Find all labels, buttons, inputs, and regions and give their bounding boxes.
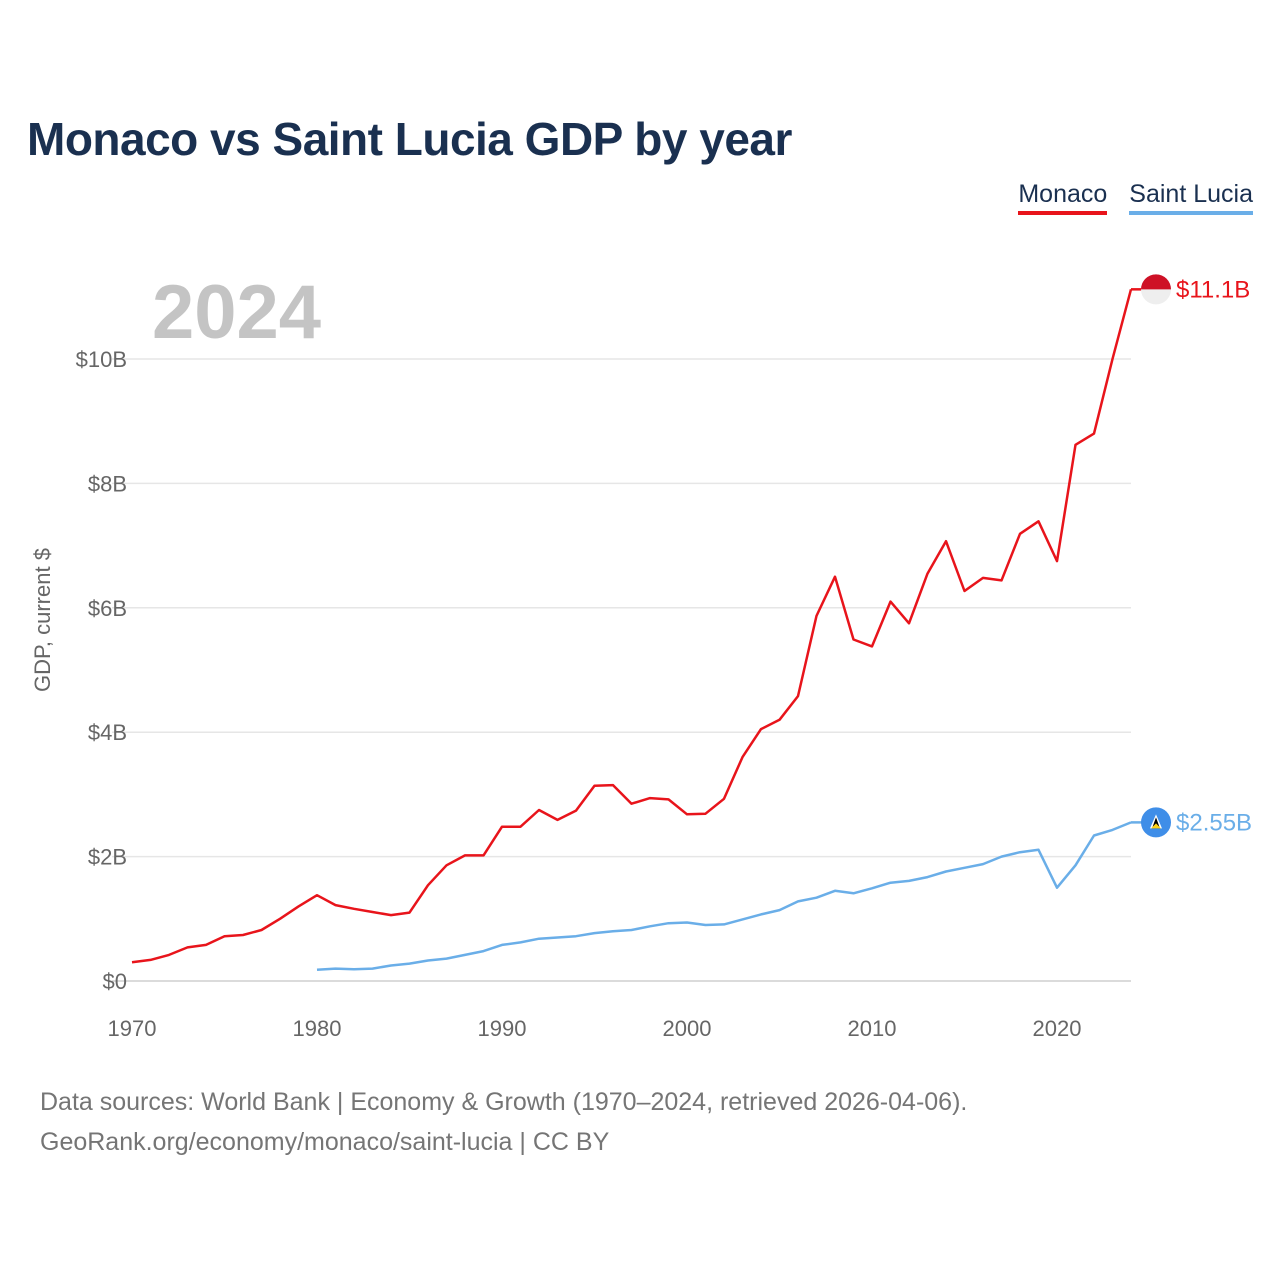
y-tick-label: $0 xyxy=(103,969,127,994)
x-axis-ticks: 1970 1980 1990 2000 2010 2020 xyxy=(108,1016,1082,1041)
legend-item-monaco[interactable]: Monaco xyxy=(1018,180,1108,215)
x-tick-label: 2000 xyxy=(663,1016,712,1041)
series-line-monaco xyxy=(131,288,1133,964)
end-markers: $11.1B $2.55B xyxy=(1131,274,1252,838)
legend: Monaco Saint Lucia xyxy=(1018,180,1253,215)
gridlines xyxy=(112,358,1131,982)
x-tick-label: 2020 xyxy=(1033,1016,1082,1041)
current-year-label: 2024 xyxy=(152,270,321,355)
flag-top xyxy=(1141,274,1171,290)
monaco-flag-icon xyxy=(1141,274,1171,305)
end-value-label: $2.55B xyxy=(1176,809,1252,836)
y-axis-label: GDP, current $ xyxy=(30,548,55,692)
x-tick-label: 1980 xyxy=(293,1016,342,1041)
x-tick-label: 1970 xyxy=(108,1016,157,1041)
source-link[interactable]: GeoRank.org/economy/monaco/saint-lucia |… xyxy=(40,1128,610,1156)
y-axis-ticks: $0 $2B $4B $6B $8B $10B xyxy=(76,347,127,994)
x-tick-label: 2010 xyxy=(848,1016,897,1041)
y-tick-label: $2B xyxy=(88,845,127,870)
y-tick-label: $10B xyxy=(76,347,127,372)
y-tick-label: $4B xyxy=(88,720,127,745)
legend-item-saint-lucia[interactable]: Saint Lucia xyxy=(1129,180,1253,215)
saint-lucia-flag-icon xyxy=(1141,807,1171,838)
x-tick-label: 1990 xyxy=(478,1016,527,1041)
flag-triangle-gold xyxy=(1151,823,1161,829)
chart-title: Monaco vs Saint Lucia GDP by year xyxy=(27,113,792,165)
end-value-label: $11.1B xyxy=(1176,276,1250,303)
footer: Data sources: World Bank | Economy & Gro… xyxy=(40,1082,967,1162)
data-source-note: Data sources: World Bank | Economy & Gro… xyxy=(40,1088,968,1116)
y-tick-label: $8B xyxy=(88,471,127,496)
series-line-saint-lucia xyxy=(316,821,1132,972)
y-tick-label: $6B xyxy=(88,596,127,621)
series-lines xyxy=(131,288,1133,972)
